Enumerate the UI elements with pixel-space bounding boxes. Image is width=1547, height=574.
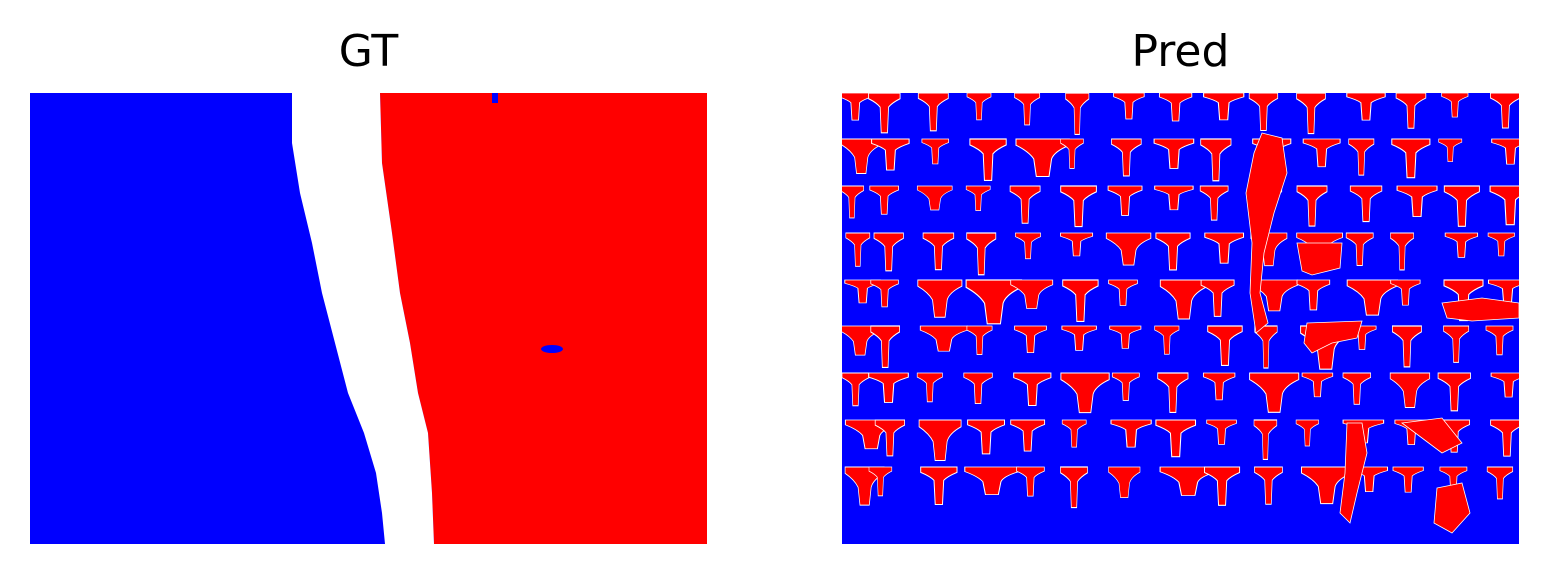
pred-red-blob [1296,242,1343,276]
gt-segmentation-map [30,93,707,544]
gt-red-region [380,93,707,544]
pred-red-blob [1245,132,1288,334]
pred-segmentation-image [842,93,1519,544]
gt-segmentation-image [30,93,707,544]
gt-top-notch [492,93,498,103]
pred-red-blobs [842,93,1519,534]
gt-panel-title: GT [338,26,399,77]
pred-segmentation-map [842,93,1519,544]
pred-panel-title: Pred [1131,26,1230,77]
gt-blue-spot [541,345,563,353]
pred-red-blob [1303,320,1363,354]
gt-white-band [292,93,434,544]
pred-red-blob [1339,422,1368,524]
pred-red-blob [1441,297,1519,322]
pred-red-blob [1433,482,1471,534]
pred-red-blob [1400,417,1463,454]
